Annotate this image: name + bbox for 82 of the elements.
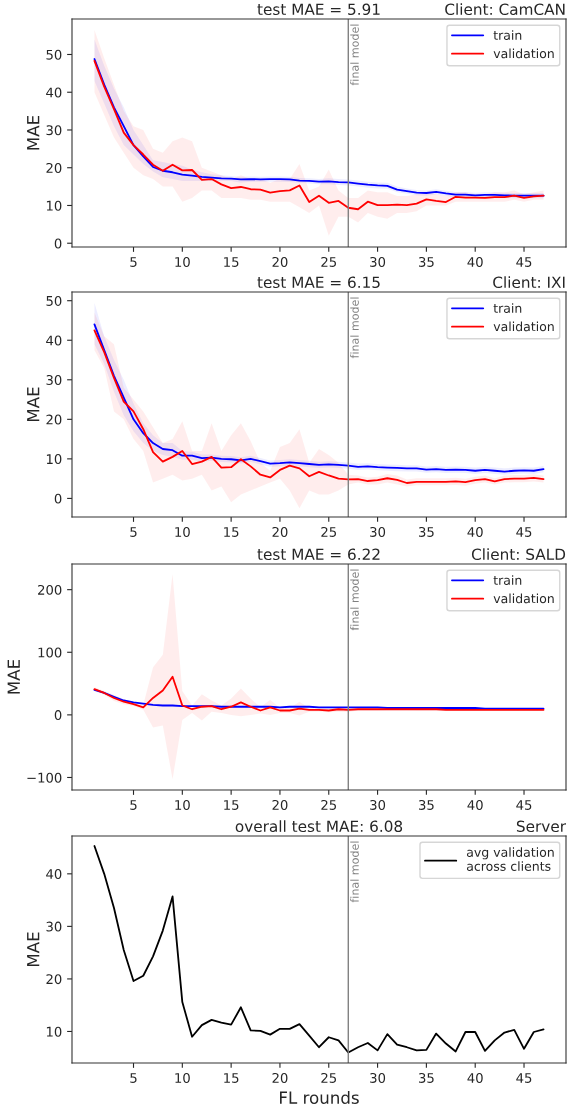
y-tick-label: 30 — [46, 125, 62, 136]
x-tick-label: 40 — [467, 526, 483, 537]
chart-title: test MAE = 6.22 — [257, 548, 380, 561]
y-axis-title: MAE — [27, 387, 40, 422]
line-series — [93, 675, 545, 712]
x-tick-label: 10 — [175, 256, 190, 267]
y-tick-label: 10 — [46, 1026, 62, 1037]
x-tick-label: 25 — [321, 799, 337, 810]
y-axis-title: MAE — [27, 115, 40, 150]
x-tick-label: 45 — [516, 800, 532, 810]
chart-title: overall test MAE: 6.08 — [235, 820, 403, 833]
x-tick-label: 30 — [370, 1072, 386, 1083]
ref-line-label: final model — [350, 297, 359, 359]
x-tick-label: 20 — [272, 1072, 288, 1083]
y-tick-label: 30 — [46, 375, 62, 385]
x-tick-label: 40 — [467, 256, 483, 267]
x-tick-label: 45 — [516, 527, 532, 537]
ref-line-label: final model — [350, 24, 359, 86]
chart-subtitle: Client: SALD — [471, 548, 566, 561]
x-tick-label: 35 — [419, 526, 434, 537]
x-tick-label: 10 — [175, 799, 190, 810]
x-tick-label: 30 — [370, 256, 386, 267]
y-tick-label: 50 — [46, 49, 62, 60]
x-tick-label: 35 — [419, 799, 434, 810]
legend-label: validation — [493, 593, 554, 604]
y-tick-label: 20 — [46, 974, 62, 985]
chart-subtitle: Server — [516, 820, 566, 833]
x-tick-label: 30 — [370, 526, 386, 537]
chart-subtitle: Client: CamCAN — [445, 3, 565, 16]
y-tick-label: 30 — [46, 921, 62, 932]
x-tick-label: 45 — [516, 257, 532, 267]
x-tick-label: 15 — [224, 1073, 239, 1083]
x-tick-label: 15 — [224, 257, 239, 267]
x-tick-label: 15 — [224, 800, 239, 810]
x-tick-label: 25 — [321, 256, 337, 267]
chart-subtitle: Client: IXI — [493, 276, 565, 289]
legend-label: train — [493, 575, 522, 585]
x-tick-label: 30 — [370, 799, 386, 810]
x-tick-label: 25 — [321, 1072, 337, 1083]
legend-label: train — [493, 303, 522, 313]
ref-line-label: final model — [350, 569, 359, 631]
x-tick-label: 20 — [272, 526, 288, 537]
y-tick-label: 100 — [38, 647, 62, 658]
y-tick-label: 20 — [46, 162, 62, 173]
y-tick-label: 10 — [46, 200, 62, 211]
y-axis-title: MAE — [27, 932, 40, 967]
y-tick-label: 200 — [38, 584, 62, 595]
x-tick-label: 5 — [130, 527, 137, 537]
chart-title: test MAE = 5.91 — [257, 3, 380, 16]
legend-label: avg validation across clients — [466, 847, 554, 871]
x-tick-label: 10 — [175, 526, 190, 537]
legend-label: validation — [493, 321, 554, 332]
x-tick-label: 20 — [272, 256, 288, 267]
y-axis-title: MAE — [7, 659, 20, 694]
y-tick-label: 20 — [46, 414, 62, 425]
y-tick-label: 0 — [54, 710, 62, 721]
legend-label: validation — [493, 48, 554, 59]
x-tick-label: 35 — [419, 1072, 434, 1083]
chart-title: test MAE = 6.15 — [257, 276, 380, 289]
x-tick-label: 15 — [224, 527, 239, 537]
ref-line-label: final model — [350, 841, 359, 903]
x-tick-label: 5 — [130, 800, 137, 810]
y-tick-label: −100 — [27, 772, 62, 783]
y-tick-label: 0 — [54, 238, 62, 249]
x-tick-label: 45 — [516, 1073, 532, 1083]
y-tick-label: 10 — [46, 454, 62, 465]
y-tick-label: 0 — [54, 493, 62, 504]
legend-label: train — [493, 30, 522, 40]
x-tick-label: 25 — [321, 526, 337, 537]
x-tick-label: 5 — [130, 1073, 137, 1083]
x-tick-label: 35 — [419, 256, 434, 267]
x-tick-label: 5 — [130, 257, 137, 267]
x-tick-label: 10 — [175, 1072, 190, 1083]
y-tick-label: 40 — [46, 869, 62, 880]
y-tick-label: 40 — [46, 335, 62, 346]
y-tick-label: 50 — [46, 295, 62, 306]
line-series — [93, 688, 545, 710]
x-axis-title: FL rounds — [280, 1091, 359, 1104]
x-tick-label: 20 — [272, 799, 288, 810]
y-tick-label: 40 — [46, 87, 62, 98]
x-tick-label: 40 — [467, 1072, 483, 1083]
x-tick-label: 40 — [467, 799, 483, 810]
